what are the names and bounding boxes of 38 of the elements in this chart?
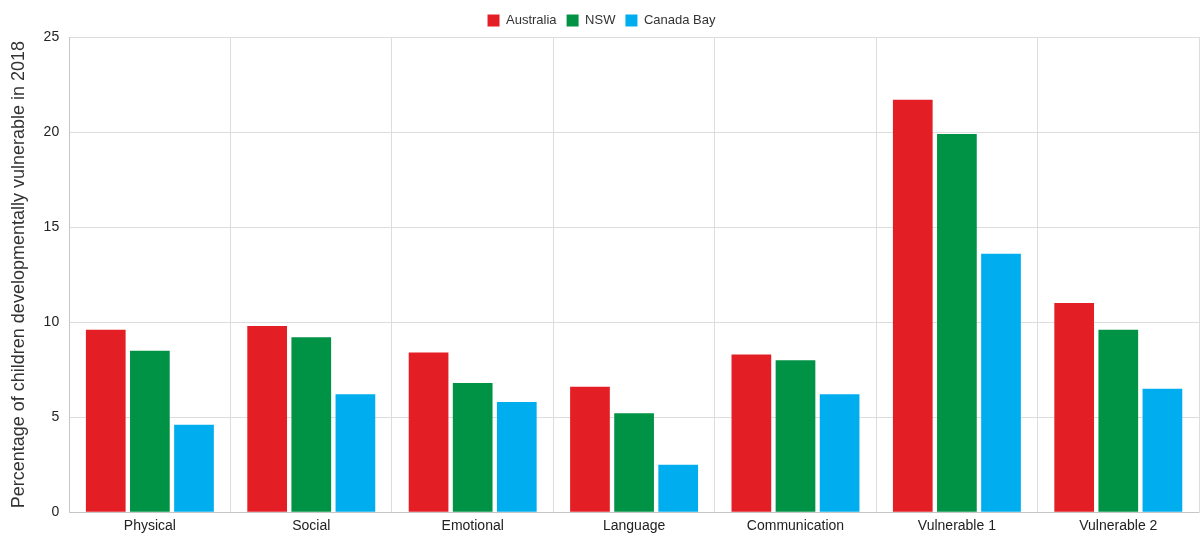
y-tick-label: 10 — [43, 312, 60, 329]
legend-label: Australia — [506, 12, 558, 28]
bar — [496, 401, 537, 512]
bar — [335, 394, 376, 512]
legend-label: Canada Bay — [643, 12, 716, 28]
x-tick-label: Language — [602, 517, 666, 534]
bar — [85, 329, 126, 512]
bar — [291, 337, 332, 512]
bar — [408, 352, 449, 512]
x-tick-label: Emotional — [441, 517, 504, 534]
y-tick-label: 0 — [51, 503, 60, 520]
bar — [775, 360, 816, 512]
x-tick-label: Social — [292, 517, 331, 534]
bar — [452, 382, 493, 512]
bar — [130, 350, 170, 512]
bar — [1054, 303, 1095, 512]
bar — [247, 325, 288, 512]
legend-label: NSW — [585, 12, 617, 28]
x-tick-label: Vulnerable 1 — [917, 517, 997, 534]
bar — [892, 99, 933, 512]
y-tick-label: 15 — [43, 217, 60, 234]
y-tick-label: 5 — [51, 408, 60, 425]
y-axis-title: Percentage of children developmentally vulnerable in 2018 — [7, 40, 28, 509]
y-tick-label: 25 — [43, 27, 60, 44]
x-tick-label: Communication — [746, 517, 845, 534]
bar — [174, 424, 214, 512]
bar — [981, 253, 1021, 512]
bar — [1098, 329, 1139, 512]
bar — [614, 413, 654, 512]
bar — [1142, 388, 1183, 512]
x-tick-label: Physical — [123, 517, 176, 534]
bar — [819, 394, 860, 512]
bar — [658, 464, 699, 512]
y-tick-label: 20 — [43, 122, 60, 139]
x-tick-label: Vulnerable 2 — [1079, 517, 1158, 534]
bar — [937, 133, 977, 512]
bar — [570, 386, 610, 512]
bar — [731, 354, 772, 512]
